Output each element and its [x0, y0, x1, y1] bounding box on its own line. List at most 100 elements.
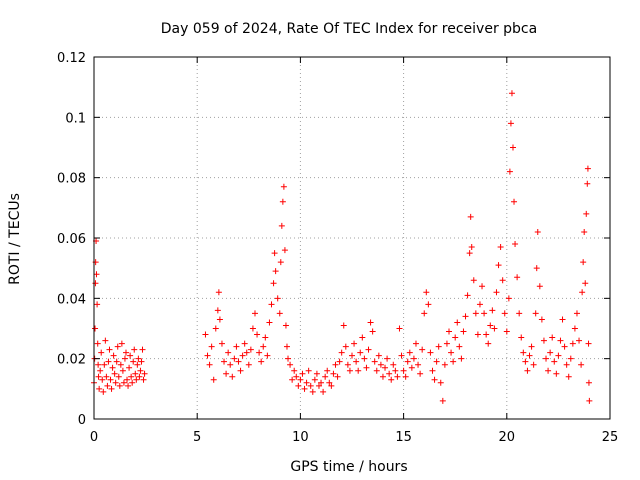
data-point [423, 289, 430, 296]
data-point [227, 361, 234, 368]
data-point [258, 358, 265, 365]
data-point [384, 355, 391, 362]
data-point [212, 325, 219, 332]
data-point [282, 322, 289, 329]
data-point [464, 292, 471, 299]
data-point [218, 340, 225, 347]
data-point [579, 289, 586, 296]
data-point [202, 331, 209, 338]
y-tick-labels: 0 0.02 0.04 0.06 0.08 0.1 0.12 [57, 51, 86, 428]
data-point [260, 343, 267, 350]
data-point [386, 370, 393, 377]
data-point [563, 361, 570, 368]
data-point [130, 358, 137, 365]
data-point [536, 283, 543, 290]
data-point [100, 388, 107, 395]
data-point [107, 376, 114, 383]
data-point [371, 358, 378, 365]
data-point [503, 328, 510, 335]
data-point [139, 346, 146, 353]
data-point [109, 364, 116, 371]
data-point [105, 358, 112, 365]
data-point [532, 310, 539, 317]
x-tick-label: 10 [292, 430, 309, 445]
data-point [264, 352, 271, 359]
data-point [332, 361, 339, 368]
data-point [349, 352, 355, 359]
data-point [470, 277, 477, 284]
data-point [287, 361, 294, 368]
data-point [359, 334, 366, 341]
data-point [437, 379, 444, 386]
data-point [408, 364, 415, 371]
data-point [119, 367, 126, 374]
data-point [301, 385, 308, 392]
data-point [231, 355, 238, 362]
data-point [307, 382, 314, 389]
data-point [97, 367, 104, 374]
data-point [102, 337, 109, 344]
data-point [479, 283, 486, 290]
data-point [92, 280, 99, 287]
data-point [237, 367, 244, 374]
x-tick-label: 0 [90, 430, 98, 445]
grid-lines [94, 57, 610, 419]
data-point [382, 364, 389, 371]
data-point [305, 367, 312, 374]
data-point [567, 355, 574, 362]
data-point [462, 313, 469, 320]
data-point [138, 358, 145, 365]
data-point [229, 373, 236, 380]
data-point [126, 364, 133, 371]
data-point [481, 310, 488, 317]
data-point [278, 222, 285, 229]
data-point [355, 367, 362, 374]
data-point [133, 376, 140, 383]
data-point [581, 228, 588, 235]
data-point [303, 379, 310, 386]
y-tick-label: 0.08 [57, 172, 86, 187]
x-axis-label: GPS time / hours [290, 459, 407, 475]
data-point [454, 319, 461, 326]
data-point [131, 346, 138, 353]
data-point [446, 328, 453, 335]
data-point [293, 373, 300, 380]
data-point [433, 358, 440, 365]
data-point [281, 247, 288, 254]
data-point [101, 361, 108, 368]
data-point [467, 213, 474, 220]
data-point [361, 355, 368, 362]
data-point [134, 361, 141, 368]
data-point [547, 349, 554, 356]
y-tick-label: 0.12 [57, 51, 86, 66]
data-point [487, 322, 494, 329]
data-point [245, 361, 252, 368]
data-point [406, 349, 413, 356]
data-point [239, 352, 246, 359]
data-point [135, 355, 142, 362]
data-point [295, 382, 302, 389]
data-point [225, 349, 232, 356]
data-points [91, 90, 593, 404]
data-point [441, 361, 448, 368]
data-point [128, 373, 135, 380]
data-point [208, 343, 215, 350]
data-point [398, 352, 405, 359]
data-point [583, 210, 590, 217]
data-point [410, 355, 417, 362]
data-point [311, 376, 318, 383]
data-point [392, 367, 399, 374]
data-point [501, 310, 508, 317]
data-point [124, 376, 131, 383]
data-point [573, 310, 580, 317]
data-point [118, 340, 125, 347]
data-point [460, 328, 467, 335]
data-point [326, 379, 333, 386]
data-point [571, 325, 578, 332]
data-point [136, 373, 143, 380]
data-point [346, 367, 353, 374]
data-point [472, 310, 479, 317]
data-point [106, 346, 113, 353]
data-point [266, 319, 273, 326]
